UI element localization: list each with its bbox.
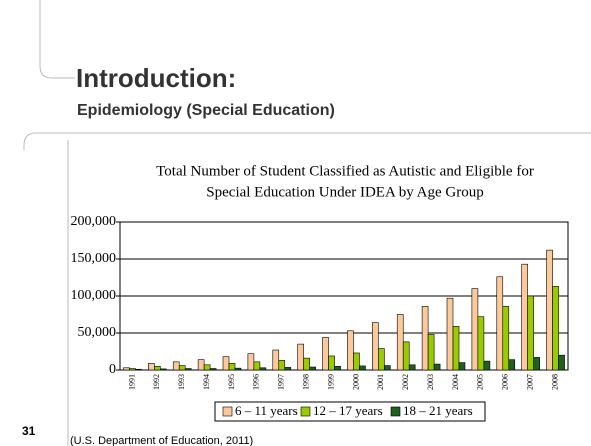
x-tick-label: 1997 [277, 374, 286, 390]
x-tick-label: 1996 [252, 374, 261, 390]
bar [135, 368, 142, 371]
bar [359, 365, 366, 371]
bar [408, 364, 416, 371]
bar [477, 316, 485, 371]
bar [203, 364, 211, 371]
x-tick-label: 2006 [501, 374, 510, 390]
bar [278, 360, 286, 371]
x-tick-label: 2001 [376, 374, 385, 390]
bar [148, 363, 155, 371]
slide-title: Introduction: [76, 63, 236, 93]
bar [471, 288, 479, 371]
bar [172, 361, 180, 371]
bar [427, 334, 435, 371]
bar [402, 341, 410, 371]
bar [184, 368, 192, 371]
bar [259, 367, 267, 371]
y-tick-label: 100,000 [71, 288, 117, 303]
bar [546, 249, 553, 371]
bar [297, 343, 304, 371]
bar [496, 276, 504, 371]
legend-label: 12 – 17 years [313, 403, 383, 418]
bar [253, 361, 261, 371]
legend-label: 18 – 21 years [403, 403, 473, 418]
x-tick-label: 1995 [227, 374, 236, 390]
bar [272, 349, 280, 371]
x-tick-label: 1991 [127, 374, 136, 390]
bar [372, 322, 379, 371]
bar [328, 355, 335, 371]
bar [284, 367, 292, 371]
chart-title: Total Number of Student Classified as Au… [156, 163, 534, 179]
legend-box [214, 401, 486, 422]
chart-title: Special Education Under IDEA by Age Grou… [206, 184, 483, 200]
legend-swatch [390, 406, 401, 417]
bar [160, 368, 167, 371]
bar [452, 326, 460, 371]
bar [334, 365, 341, 371]
bar [483, 360, 491, 371]
bar [378, 348, 385, 371]
bar [234, 367, 242, 371]
x-tick-label: 1999 [326, 374, 335, 390]
source: (U.S. Department of Education, 2011) [70, 435, 253, 446]
x-tick-label: 1998 [301, 374, 310, 390]
bar [502, 306, 510, 371]
x-tick-label: 2008 [550, 374, 559, 390]
bar [197, 359, 205, 371]
bar [458, 362, 466, 371]
x-tick-label: 2000 [351, 374, 360, 390]
y-tick-label: 0 [109, 362, 116, 377]
bar [247, 353, 255, 371]
bar [508, 359, 516, 371]
x-tick-label: 2003 [426, 374, 435, 390]
bar [303, 357, 310, 371]
bar [396, 314, 404, 371]
legend-swatch [300, 406, 311, 417]
x-tick-label: 1994 [202, 374, 211, 390]
bar [433, 363, 441, 371]
bar [533, 357, 540, 371]
bar [309, 366, 316, 371]
bar [558, 354, 565, 371]
bar [446, 297, 454, 371]
bar [129, 368, 136, 371]
bar [178, 365, 186, 371]
bar [209, 368, 217, 371]
legend-swatch [222, 406, 233, 417]
bar [521, 263, 528, 371]
bar [222, 356, 230, 371]
bar [228, 363, 236, 371]
bar [347, 330, 354, 371]
bar [384, 365, 391, 371]
y-tick-label: 200,000 [71, 214, 117, 229]
bar [527, 295, 534, 371]
slide-number: 31 [22, 424, 36, 438]
y-tick-label: 50,000 [78, 325, 117, 340]
x-tick-label: 1993 [177, 374, 186, 390]
y-tick-label: 150,000 [71, 251, 117, 266]
x-tick-label: 2002 [401, 374, 410, 390]
bar [322, 337, 329, 371]
bar [421, 306, 429, 371]
bar [552, 286, 559, 371]
bar [154, 365, 161, 371]
x-tick-label: 2005 [476, 374, 485, 390]
slide-subtitle: Epidemiology (Special Education) [77, 102, 335, 119]
slide-decoration [23, 0, 591, 446]
bar [123, 367, 130, 371]
x-tick-label: 1992 [152, 374, 161, 390]
legend-label: 6 – 11 years [235, 403, 298, 418]
bar [353, 352, 360, 371]
x-tick-label: 2007 [525, 374, 534, 390]
x-tick-label: 2004 [451, 374, 460, 390]
